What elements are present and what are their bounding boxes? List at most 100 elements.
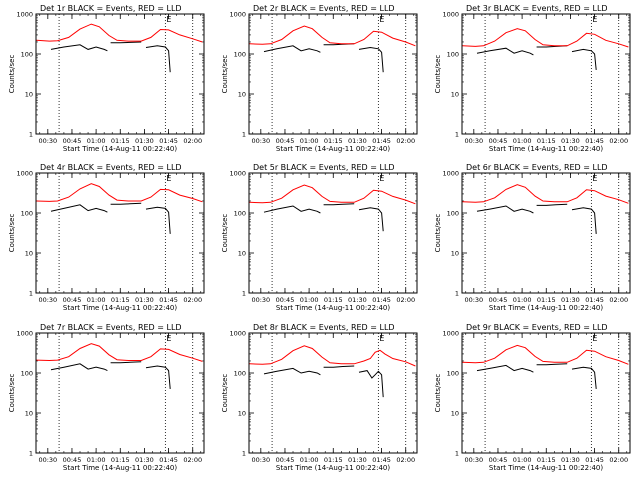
y-tick-label: 1 — [242, 131, 246, 139]
x-tick-label: 00:30 — [38, 456, 57, 464]
x-tick-label: 00:45 — [276, 137, 295, 145]
time-marker-label: E — [379, 174, 384, 183]
x-tick-label: 01:45 — [372, 296, 391, 304]
x-tick-label: 02:00 — [396, 456, 415, 464]
panel-title: Det 3r BLACK = Events, RED = LLD — [466, 4, 608, 13]
series-line-lld — [249, 345, 416, 367]
x-tick-label: 01:15 — [324, 137, 343, 145]
x-tick-label: 00:30 — [251, 296, 270, 304]
panel-title: Det 1r BLACK = Events, RED = LLD — [40, 4, 182, 13]
y-tick-label: 1000 — [229, 11, 246, 19]
y-tick-label: 1000 — [442, 170, 459, 178]
series-line-lld — [462, 184, 629, 204]
x-tick-label: 01:00 — [513, 296, 532, 304]
series-line-events — [145, 45, 171, 73]
x-tick-label: 02:00 — [609, 296, 628, 304]
x-tick-label: 01:00 — [513, 137, 532, 145]
y-tick-label: 1 — [29, 290, 33, 298]
y-tick-label: 1 — [242, 290, 246, 298]
x-tick-label: 00:45 — [63, 137, 82, 145]
plot-frame — [35, 172, 205, 294]
x-tick-label: 01:00 — [87, 137, 106, 145]
series-line-events — [571, 366, 597, 389]
y-tick-label: 100 — [21, 210, 33, 218]
series-line-events — [263, 205, 321, 214]
x-tick-label: 00:30 — [38, 137, 57, 145]
series-line-events — [536, 203, 568, 206]
x-tick-label: 01:30 — [561, 296, 580, 304]
y-tick-label: 1 — [242, 450, 246, 458]
x-tick-label: 01:30 — [348, 137, 367, 145]
y-tick-label: 1000 — [229, 330, 246, 338]
series-line-events — [110, 361, 142, 364]
y-tick-label: 1000 — [16, 11, 33, 19]
series-line-events — [476, 205, 534, 214]
detector-panel-1: Det 1r BLACK = Events, RED = LLD 1 10 100 10… — [8, 4, 205, 153]
x-tick-label: 01:15 — [111, 137, 130, 145]
x-tick-label: 01:45 — [372, 137, 391, 145]
series-line-events — [50, 204, 108, 213]
y-tick-label: 1 — [455, 290, 459, 298]
detector-panel-2: Det 2r BLACK = Events, RED = LLD 1 10 100 10… — [221, 4, 418, 153]
time-marker-label: E — [379, 15, 384, 24]
x-tick-label: 00:45 — [489, 456, 508, 464]
y-tick-label: 1000 — [442, 330, 459, 338]
x-tick-label: 01:00 — [513, 456, 532, 464]
x-tick-label: 01:15 — [324, 456, 343, 464]
x-tick-label: 01:45 — [159, 296, 178, 304]
y-tick-label: 1 — [455, 131, 459, 139]
series-line-events — [110, 202, 142, 205]
plot-frame — [248, 332, 418, 454]
x-tick-label: 00:30 — [464, 456, 483, 464]
series-line-events — [263, 367, 321, 376]
series-line-events — [358, 207, 384, 232]
x-tick-label: 01:00 — [300, 137, 319, 145]
x-tick-label: 01:15 — [537, 456, 556, 464]
x-tick-label: 01:30 — [561, 137, 580, 145]
series-line-events — [476, 47, 534, 56]
detector-panel-6: Det 6r BLACK = Events, RED = LLD 1 10 100 10… — [434, 163, 631, 312]
y-tick-label: 1000 — [442, 11, 459, 19]
series-line-events — [50, 44, 108, 52]
y-tick-label: 10 — [238, 250, 246, 258]
x-tick-label: 01:00 — [87, 296, 106, 304]
x-tick-label: 01:45 — [159, 137, 178, 145]
y-axis-label: Counts/sec — [434, 214, 442, 253]
plot-frame — [35, 332, 205, 454]
y-axis-label: Counts/sec — [434, 55, 442, 94]
detector-panel-5: Det 5r BLACK = Events, RED = LLD 1 10 100 10… — [221, 163, 418, 312]
y-tick-label: 100 — [447, 51, 459, 59]
x-tick-label: 01:30 — [135, 296, 154, 304]
detector-panel-9: Det 9r BLACK = Events, RED = LLD 1 10 100 10… — [434, 323, 631, 472]
x-tick-label: 00:45 — [276, 456, 295, 464]
y-tick-label: 10 — [451, 410, 459, 418]
time-marker-label: E — [166, 174, 171, 183]
x-tick-label: 01:00 — [300, 296, 319, 304]
y-tick-label: 100 — [234, 210, 246, 218]
x-tick-label: 01:45 — [585, 456, 604, 464]
series-line-events — [323, 365, 355, 368]
time-marker-label: E — [592, 15, 597, 24]
time-marker-label: E — [592, 174, 597, 183]
y-tick-label: 10 — [451, 250, 459, 258]
x-tick-label: 02:00 — [183, 137, 202, 145]
x-tick-label: 01:30 — [135, 137, 154, 145]
time-marker-label: E — [592, 334, 597, 343]
plot-frame — [248, 172, 418, 294]
panel-title: Det 5r BLACK = Events, RED = LLD — [253, 163, 395, 172]
x-tick-label: 01:00 — [300, 456, 319, 464]
x-axis-label: Start Time (14-Aug-11 00:22:40) — [489, 464, 603, 472]
series-line-events — [110, 41, 142, 44]
x-axis-label: Start Time (14-Aug-11 00:22:40) — [276, 145, 390, 153]
y-axis-label: Counts/sec — [221, 55, 229, 94]
series-line-events — [358, 370, 384, 398]
x-axis-label: Start Time (14-Aug-11 00:22:40) — [489, 304, 603, 312]
time-marker-label: E — [379, 334, 384, 343]
y-axis-label: Counts/sec — [221, 374, 229, 413]
x-tick-label: 01:45 — [159, 456, 178, 464]
y-tick-label: 100 — [21, 370, 33, 378]
x-tick-label: 02:00 — [396, 296, 415, 304]
y-tick-label: 1000 — [16, 330, 33, 338]
series-line-events — [358, 46, 384, 73]
x-tick-label: 01:45 — [585, 296, 604, 304]
